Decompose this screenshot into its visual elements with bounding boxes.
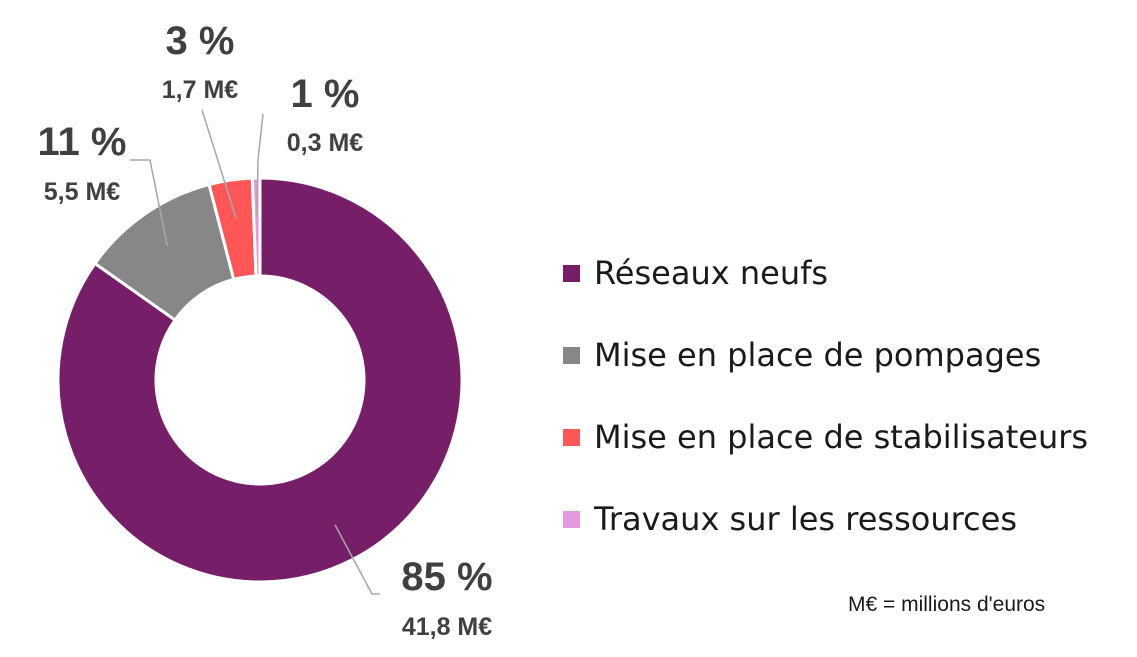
- legend-item-pompages: Mise en place de pompages: [563, 314, 1088, 396]
- legend-swatch-reseaux-neufs: [563, 264, 580, 282]
- legend-label-ressources: Travaux sur les ressources: [594, 500, 1017, 538]
- value-label-stabilisateurs: 1,7 M€: [162, 76, 239, 104]
- legend-label-stabilisateurs: Mise en place de stabilisateurs: [594, 418, 1089, 456]
- slice-reseaux-neufs: [56, 176, 464, 584]
- value-label-ressources: 0,3 M€: [287, 129, 364, 157]
- leader-line-ressources: [256, 113, 264, 218]
- legend-item-stabilisateurs: Mise en place de stabilisateurs: [563, 396, 1088, 478]
- legend-swatch-pompages: [563, 346, 580, 364]
- value-label-pompages: 5,5 M€: [44, 178, 121, 206]
- units-note: M€ = millions d'euros: [848, 593, 1046, 616]
- legend-swatch-ressources: [563, 510, 580, 528]
- legend-item-ressources: Travaux sur les ressources: [563, 478, 1088, 560]
- pct-label-pompages: 11 %: [38, 120, 127, 164]
- leader-line-reseaux-neufs: [334, 524, 380, 595]
- leader-line-pompages: [130, 159, 168, 247]
- chart-legend: Réseaux neufs Mise en place de pompages …: [563, 232, 1088, 560]
- legend-label-pompages: Mise en place de pompages: [594, 336, 1042, 374]
- legend-swatch-stabilisateurs: [563, 428, 580, 446]
- pct-label-ressources: 1 %: [291, 72, 360, 116]
- leader-line-stabilisateurs: [201, 109, 237, 219]
- pct-label-stabilisateurs: 3 %: [166, 19, 235, 63]
- legend-label-reseaux-neufs: Réseaux neufs: [594, 254, 829, 292]
- legend-item-reseaux-neufs: Réseaux neufs: [563, 232, 1088, 314]
- pct-label-reseaux-neufs: 85 %: [401, 555, 492, 599]
- slice-ressources: [250, 176, 262, 278]
- value-label-reseaux-neufs: 41,8 M€: [402, 613, 492, 641]
